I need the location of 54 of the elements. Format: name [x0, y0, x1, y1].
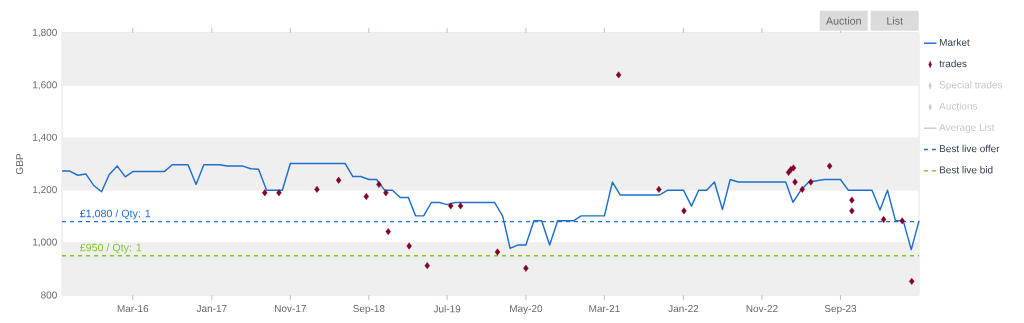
y-tick-label: 1,600 — [33, 81, 57, 90]
y-tick-label: 1,000 — [33, 238, 57, 247]
point — [262, 189, 268, 197]
point — [909, 277, 915, 285]
point — [363, 193, 369, 200]
point — [385, 228, 391, 236]
legend-label: Best live offer — [939, 144, 1000, 153]
point — [792, 178, 798, 186]
x-tick-label: Nov-17 — [275, 305, 306, 313]
point — [406, 242, 412, 250]
legend-label: trades — [939, 59, 967, 68]
text: List — [887, 16, 903, 25]
x-tick-label: May-20 — [510, 305, 543, 315]
legend-label: Market — [939, 38, 970, 46]
point — [849, 196, 855, 204]
x-tick-label: Mar-21 — [589, 305, 620, 313]
y-axis-title: GBP — [16, 153, 24, 175]
point — [314, 185, 320, 193]
point — [448, 202, 454, 210]
point — [424, 262, 430, 270]
y-tick-label: 1,200 — [33, 186, 57, 195]
x-tick-label: Sep-23 — [824, 305, 857, 315]
point — [276, 189, 282, 197]
x-tick-label: Jul-19 — [433, 305, 461, 313]
legend-label: Auctions — [939, 102, 978, 110]
point — [383, 189, 389, 197]
legend-label: Best live bid — [939, 166, 993, 174]
point — [808, 178, 814, 186]
point — [615, 71, 622, 79]
point — [656, 185, 662, 193]
point — [799, 185, 805, 193]
point — [790, 164, 797, 172]
point — [523, 264, 529, 272]
annotation: £950 / Qty: 1 — [80, 243, 142, 254]
legend-label: Special trades — [939, 81, 1003, 91]
x-tick-label: Jan-22 — [668, 305, 699, 313]
point — [899, 217, 905, 225]
x-tick-label: Nov-22 — [746, 305, 778, 313]
point — [880, 216, 887, 223]
point — [849, 207, 855, 215]
x-tick-label: Mar-16 — [117, 305, 149, 313]
point — [826, 162, 833, 170]
point — [681, 207, 687, 215]
point — [376, 180, 382, 188]
point — [494, 248, 501, 256]
x-tick-label: Sep-18 — [353, 305, 385, 315]
x-tick-label: Jan-17 — [196, 305, 227, 313]
y-tick-label: 1,400 — [33, 133, 57, 142]
y-tick-label: 800 — [41, 291, 57, 299]
text: Auction — [825, 16, 861, 25]
point — [335, 176, 342, 184]
point — [457, 202, 464, 210]
annotation: £1,080 / Qty: 1 — [80, 209, 151, 220]
y-tick-label: 1,800 — [33, 28, 57, 38]
